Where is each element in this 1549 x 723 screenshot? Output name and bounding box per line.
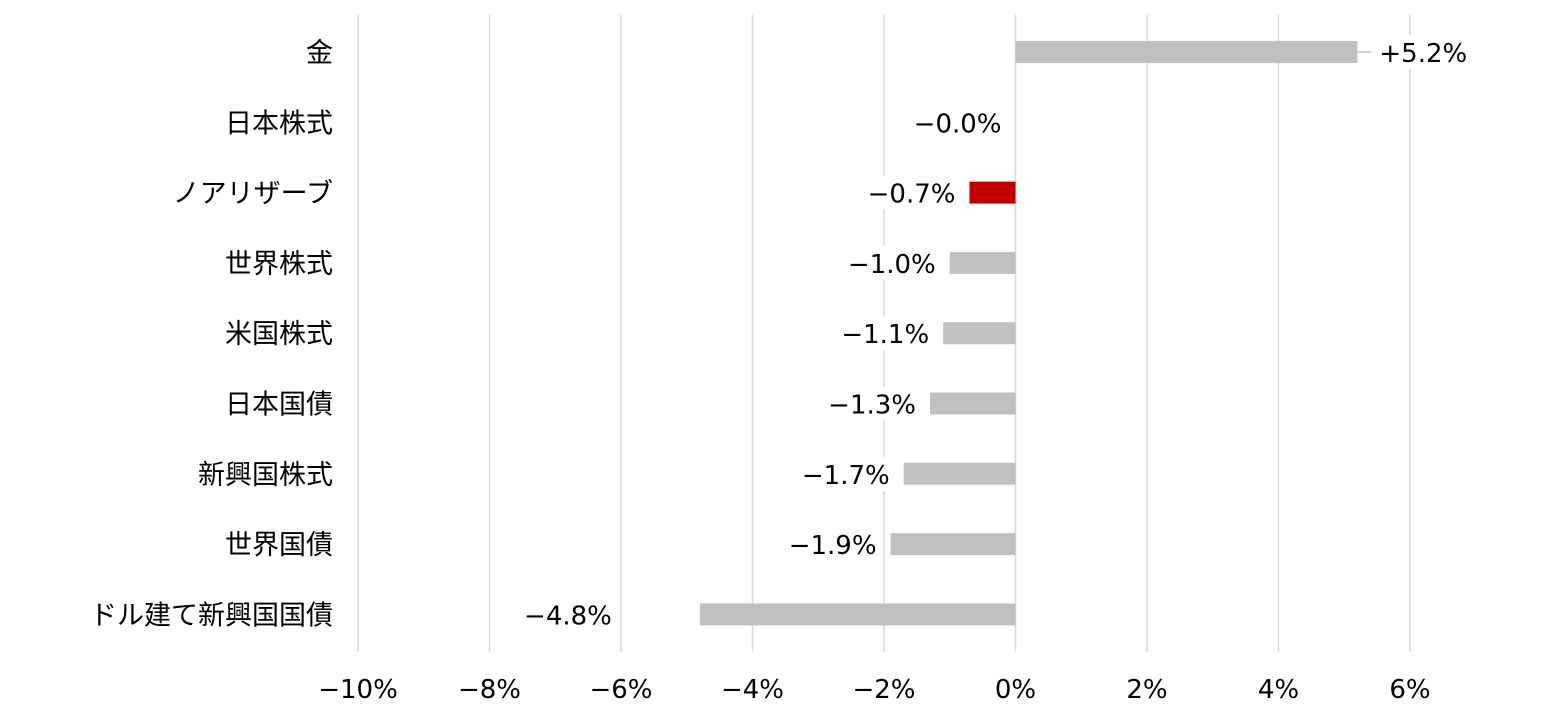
data-label: +5.2% <box>1379 39 1467 69</box>
bars <box>699 41 1358 626</box>
x-tick-label: 4% <box>1258 675 1299 705</box>
x-tick-label: 0% <box>995 675 1036 705</box>
category-label: ノアリザーブ <box>173 179 333 210</box>
bar <box>890 533 1016 556</box>
data-label-background <box>1375 35 1472 69</box>
data-label: −0.0% <box>914 109 1002 139</box>
x-tick-label: −4% <box>721 675 784 705</box>
data-label-background <box>909 105 1006 140</box>
data-label: −0.7% <box>868 180 956 210</box>
category-label: 世界株式 <box>225 249 333 280</box>
data-label-background <box>863 175 960 210</box>
x-axis-tick-labels: −10% −8% −6% −4% −2% 0% 2% 4% 6% <box>318 675 1430 705</box>
data-labels: +5.2% −0.0% −0.7% −1.0% −1.1% −1.3% −1.7% −1.9%… <box>520 35 1472 632</box>
category-label: ドル建て新興国国債 <box>90 600 333 631</box>
category-label: 金 <box>306 38 333 69</box>
data-label: −1.7% <box>802 461 890 491</box>
bar <box>1015 41 1358 63</box>
bar <box>943 322 1016 345</box>
data-label-background <box>837 316 934 351</box>
data-label-background <box>797 456 894 491</box>
data-label: −1.9% <box>789 531 877 561</box>
data-label-background <box>520 597 616 632</box>
data-label: −4.8% <box>524 601 612 631</box>
bar-highlight <box>969 181 1016 204</box>
data-label-background <box>843 245 940 280</box>
category-label: 米国株式 <box>225 319 333 350</box>
data-label-background <box>824 386 921 421</box>
x-tick-label: 2% <box>1126 675 1167 705</box>
bar <box>949 251 1016 274</box>
data-label-background <box>784 527 881 562</box>
bar <box>930 392 1016 415</box>
data-label: −1.1% <box>841 320 929 350</box>
bar <box>699 603 1016 626</box>
x-tick-label: −2% <box>852 675 915 705</box>
data-label: −1.3% <box>828 391 916 421</box>
x-tick-label: 6% <box>1389 675 1430 705</box>
category-labels: 金日本株式ノアリザーブ世界株式米国株式日本国債新興国株式世界国債ドル建て新興国国… <box>90 38 333 631</box>
category-label: 日本国債 <box>225 390 333 421</box>
x-tick-label: −6% <box>589 675 652 705</box>
category-label: 日本株式 <box>225 108 333 139</box>
category-label: 新興国株式 <box>198 460 333 491</box>
bar <box>903 462 1016 485</box>
x-tick-label: −10% <box>318 675 398 705</box>
data-label: −1.0% <box>848 250 936 280</box>
category-label: 世界国債 <box>225 530 333 561</box>
x-tick-label: −8% <box>458 675 521 705</box>
